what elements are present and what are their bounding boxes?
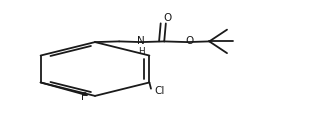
Text: O: O	[163, 13, 172, 23]
Text: F: F	[81, 92, 87, 102]
Text: Cl: Cl	[154, 86, 165, 96]
Text: O: O	[185, 36, 193, 46]
Text: H: H	[138, 47, 144, 56]
Text: N: N	[137, 36, 145, 46]
